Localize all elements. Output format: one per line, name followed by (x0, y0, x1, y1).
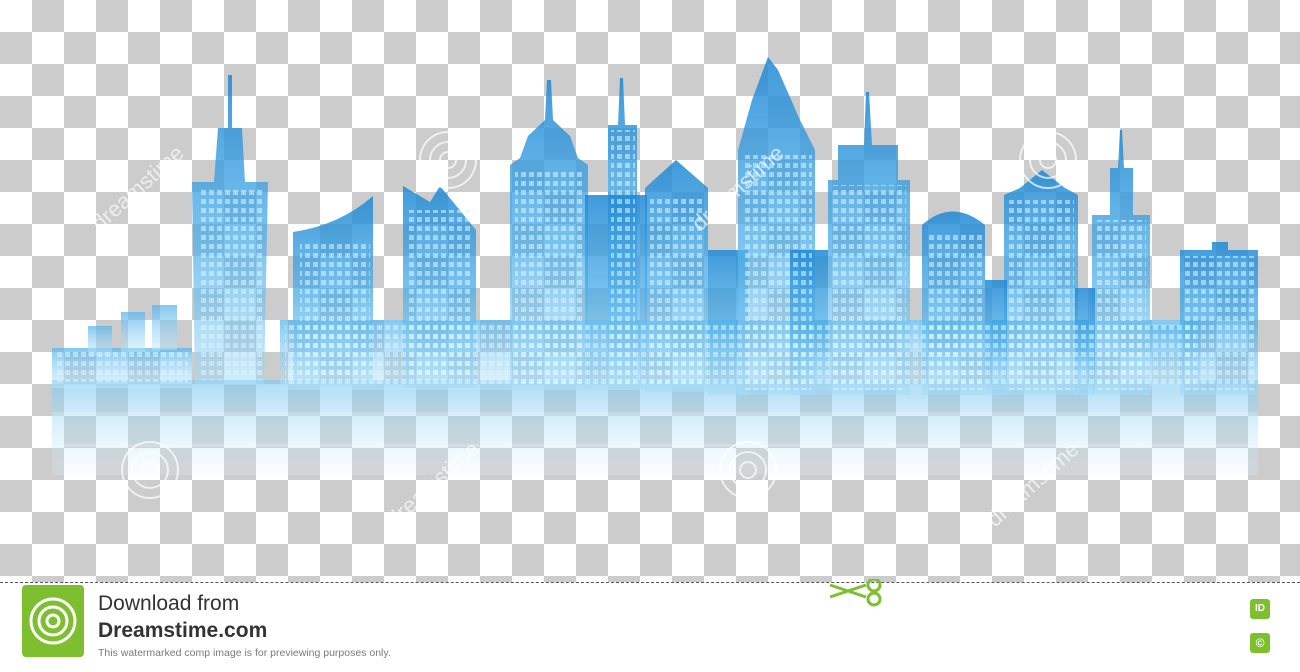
skyline-reflection (52, 380, 1258, 475)
id-badge-icon[interactable]: ID (1250, 599, 1270, 619)
dreamstime-link[interactable]: Dreamstime.com (98, 619, 268, 642)
scissors-icon (829, 579, 882, 607)
city-skyline-illustration (52, 57, 1258, 475)
copyright-icon[interactable]: © (1250, 633, 1270, 653)
watermark-notice: This watermarked comp image is for previ… (98, 647, 391, 659)
reflection-squares (52, 412, 1258, 447)
dreamstime-spiral-logo-icon (22, 585, 84, 657)
download-from-label: Download from (98, 592, 240, 615)
image-canvas: dreamstime dreamstime dreamstime dreamst… (0, 0, 1300, 582)
building-windows (56, 130, 1254, 390)
dreamstime-footer: Download from Dreamstime.com This waterm… (0, 579, 1300, 672)
